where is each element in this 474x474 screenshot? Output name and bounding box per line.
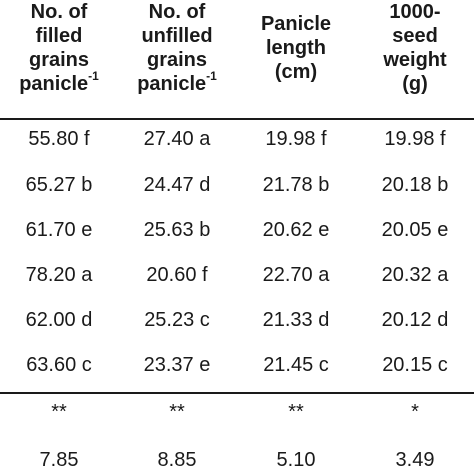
table-cell: 63.60 c [26,354,92,376]
table-cell: 25.63 b [143,219,211,241]
header-panicle-length: Panicle length (cm) [236,0,356,130]
header-line: 1000- [389,1,441,23]
significance-cell: * [411,401,419,423]
table-cell: 55.80 f [28,128,90,150]
header-line: panicle-1 [137,69,217,96]
table-cell: 62.00 d [25,309,93,331]
cv-cell: 3.49 [395,449,435,471]
table-cell: 20.62 e [262,219,330,241]
header-line: grains [146,49,208,71]
table-cell: 61.70 e [25,219,93,241]
table-cell: 20.32 a [381,264,449,286]
header-line: grains [28,49,90,71]
table-cell: 20.05 e [381,219,449,241]
header-line: unfilled [141,25,213,47]
header-line: seed [392,25,438,47]
cv-cell: 7.85 [39,449,79,471]
header-line-text: panicle [19,73,89,95]
table-cell: 20.15 c [382,354,448,376]
table-cell: 25.23 c [144,309,210,331]
table-cell: 22.70 a [262,264,330,286]
header-superscript: -1 [206,69,217,84]
header-superscript: -1 [88,69,99,84]
table-cell: 20.12 d [381,309,449,331]
body-rule [0,392,474,394]
header-line: (cm) [274,61,318,83]
significance-cell: ** [288,401,304,423]
header-line: Panicle [260,13,332,35]
header-line: No. of [148,1,206,23]
header-line: panicle-1 [19,69,99,96]
header-filled-grains: No. of filled grains panicle-1 [0,0,118,118]
table-cell: 21.78 b [262,174,330,196]
cv-cell: 5.10 [276,449,316,471]
significance-cell: ** [169,401,185,423]
header-seed-weight: 1000- seed weight (g) [356,0,474,118]
table-cell: 27.40 a [143,128,211,150]
header-line: length [266,37,326,59]
table-cell: 24.47 d [143,174,211,196]
table-cell: 21.45 c [263,354,329,376]
header-line: filled [35,25,83,47]
table-cell: 19.98 f [265,128,327,150]
significance-cell: ** [51,401,67,423]
header-line: weight [383,49,447,71]
table-cell: 65.27 b [25,174,93,196]
cv-cell: 8.85 [157,449,197,471]
table-cell: 20.18 b [381,174,449,196]
table-cell: 78.20 a [25,264,93,286]
header-unfilled-grains: No. of unfilled grains panicle-1 [118,0,236,118]
header-line: (g) [402,73,428,95]
table-cell: 20.60 f [146,264,208,286]
table-cell: 23.37 e [143,354,211,376]
table-cell: 19.98 f [384,128,446,150]
header-line: No. of [30,1,88,23]
table-cell: 21.33 d [262,309,330,331]
header-line-text: panicle [137,73,207,95]
header-rule [0,118,474,120]
